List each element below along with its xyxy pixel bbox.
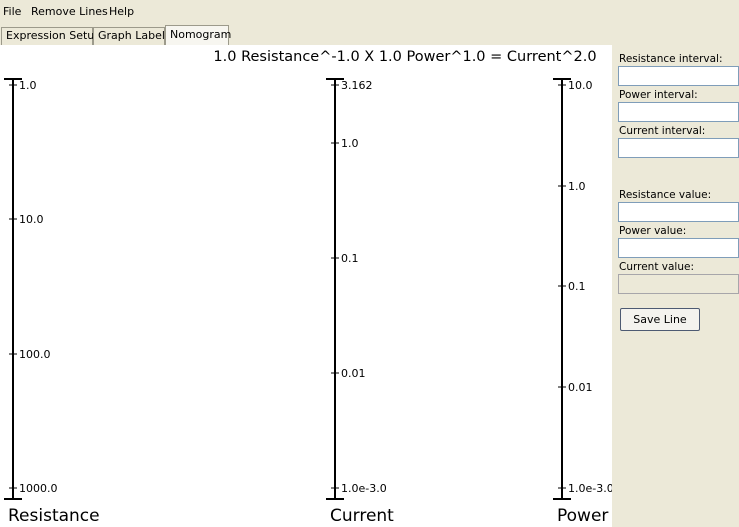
power-interval-label: Power interval: — [619, 89, 698, 101]
resistance-tick-label: 10.0 — [19, 213, 44, 226]
menu-bar: File Remove Lines Help — [0, 0, 739, 23]
menu-file[interactable]: File — [3, 5, 22, 18]
power-interval-field[interactable] — [618, 102, 739, 122]
nomogram-axes: 1.0 10.0 100.0 1000.0 Resistance 3.162 1.0 0.1 0… — [4, 78, 612, 526]
power-value-label: Power value: — [619, 225, 687, 237]
resistance-value-label: Resistance value: — [619, 189, 712, 201]
resistance-interval-label: Resistance interval: — [619, 53, 723, 65]
current-tick-label: 1.0 — [341, 137, 359, 150]
current-tick-label: 3.162 — [341, 79, 373, 92]
current-tick-label: 0.1 — [341, 252, 359, 265]
tab-expression-setup[interactable]: Expression Setup — [1, 27, 101, 45]
current-interval-field[interactable] — [618, 138, 739, 158]
resistance-tick-label: 1000.0 — [19, 482, 58, 495]
tab-strip: Expression Setup Graph Labels Nomogram — [0, 24, 739, 45]
control-panel: Resistance interval: Power interval: Cur… — [612, 45, 739, 527]
tab-nomogram[interactable]: Nomogram — [165, 25, 231, 45]
current-tick-label: 1.0e-3.0 — [341, 482, 387, 495]
nomogram-canvas[interactable]: 1.0 Resistance^-1.0 X 1.0 Power^1.0 = Cu… — [0, 45, 612, 527]
resistance-axis-label: Resistance — [8, 506, 100, 526]
power-axis-label: Power — [557, 506, 608, 526]
power-tick-label: 1.0 — [568, 180, 586, 193]
current-value-label: Current value: — [619, 261, 694, 273]
current-axis-label: Current — [330, 506, 394, 526]
menu-help[interactable]: Help — [109, 5, 135, 18]
resistance-tick-label: 1.0 — [19, 79, 37, 92]
resistance-interval-field[interactable] — [618, 66, 739, 86]
menu-remove-lines[interactable]: Remove Lines — [31, 5, 108, 18]
resistance-tick-label: 100.0 — [19, 348, 51, 361]
save-line-button[interactable]: Save Line — [620, 308, 700, 331]
current-tick-label: 0.01 — [341, 367, 366, 380]
power-value-field[interactable] — [618, 238, 739, 258]
power-tick-label: 1.0e-3.0 — [568, 482, 612, 495]
power-tick-label: 10.0 — [568, 79, 593, 92]
power-tick-label: 0.01 — [568, 381, 593, 394]
resistance-value-field[interactable] — [618, 202, 739, 222]
current-value-field — [618, 274, 739, 294]
current-interval-label: Current interval: — [619, 125, 706, 137]
tab-graph-labels[interactable]: Graph Labels — [93, 27, 171, 45]
nomogram-plot: 1.0 Resistance^-1.0 X 1.0 Power^1.0 = Cu… — [4, 49, 612, 526]
equation-title: 1.0 Resistance^-1.0 X 1.0 Power^1.0 = Cu… — [213, 49, 596, 65]
power-tick-label: 0.1 — [568, 280, 586, 293]
